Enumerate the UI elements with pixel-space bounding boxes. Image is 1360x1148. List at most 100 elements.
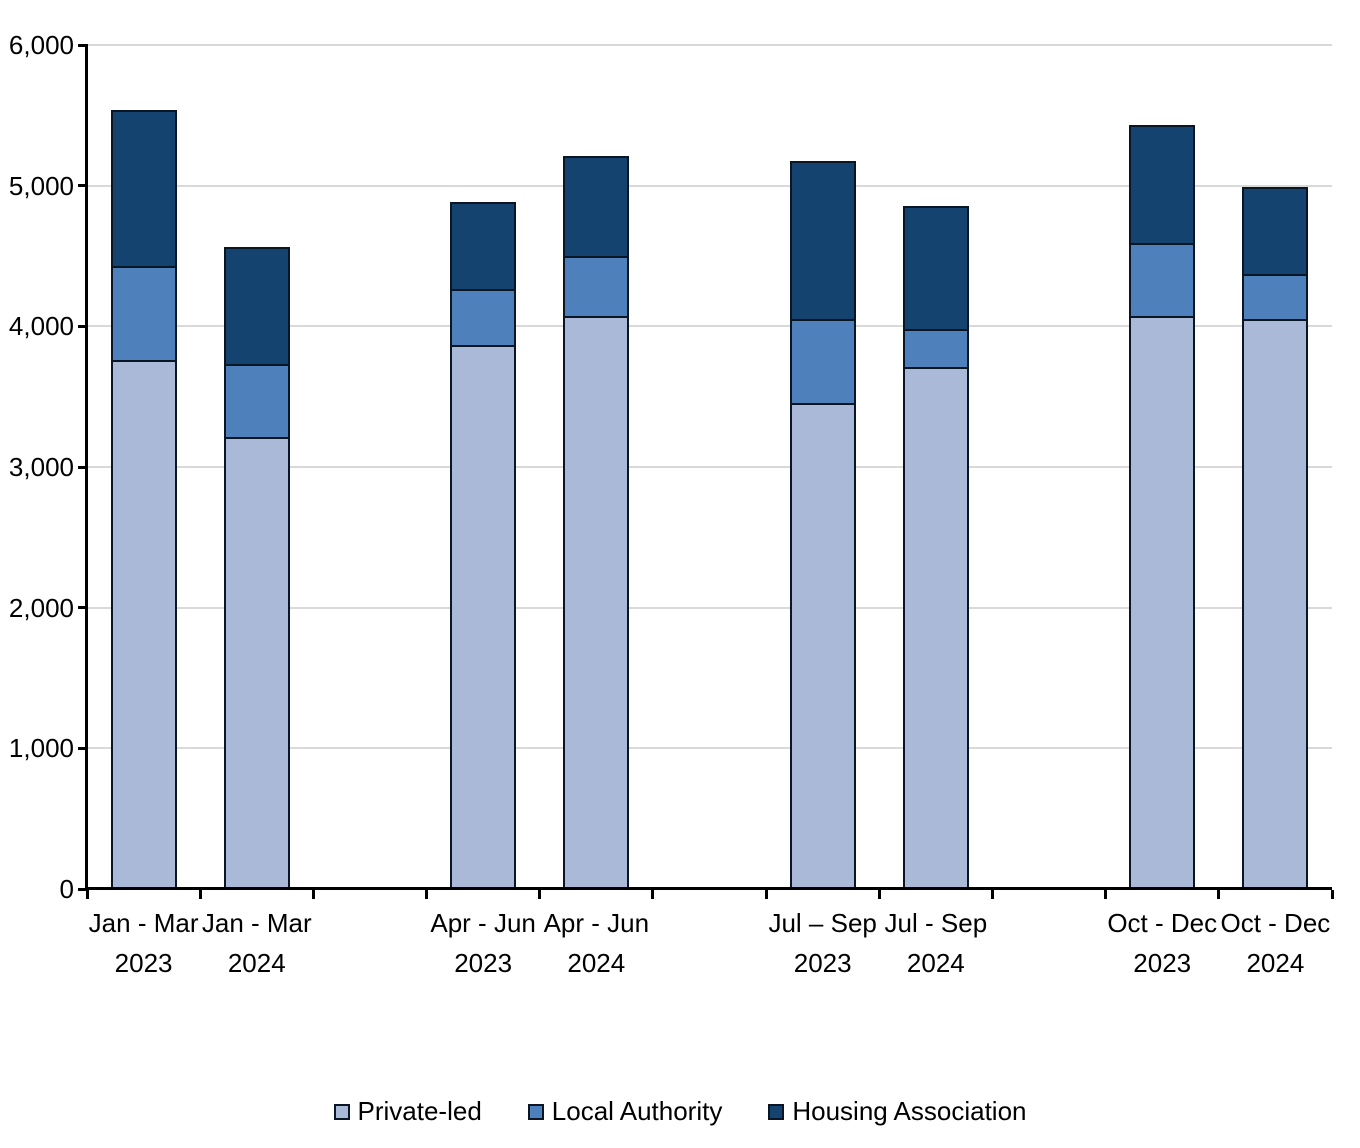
x-axis-category-label: Apr - Jun 2023 [430, 903, 536, 983]
bar-oct-dec-2023 [1129, 125, 1196, 889]
x-axis-category-label: Oct - Dec 2023 [1107, 903, 1217, 983]
x-tick [198, 890, 202, 899]
category-year-label: 2023 [793, 948, 852, 978]
bar-apr-jun-2024 [563, 156, 630, 889]
bar-jan-mar-2024 [223, 247, 290, 889]
category-quarter-label: Apr - Jun [543, 908, 650, 938]
bar-segment-local-authority [223, 364, 290, 439]
y-tick-6000 [78, 43, 87, 47]
x-axis-category-label: Jan - Mar 2024 [202, 903, 312, 983]
y-tick-3000 [78, 465, 87, 469]
category-year-label: 2024 [567, 948, 626, 978]
legend-swatch-icon [333, 1103, 350, 1120]
category-year-label: 2023 [114, 948, 173, 978]
category-quarter-label: Jul - Sep [884, 908, 988, 938]
legend-label: Local Authority [551, 1096, 723, 1126]
gridline-2000 [87, 606, 1332, 609]
y-axis-tick-label: 2,000 [8, 592, 74, 623]
legend-item-local-authority: Local Authority [527, 1096, 723, 1127]
bar-segment-housing-association [789, 161, 856, 321]
x-axis-category-label: Jan - Mar 2023 [89, 903, 199, 983]
category-quarter-label: Apr - Jun [430, 908, 536, 938]
x-axis-category-label: Apr - Jun 2024 [544, 903, 650, 983]
bar-jan-mar-2023 [110, 110, 177, 889]
category-quarter-label: Jan - Mar [88, 908, 199, 938]
x-tick [1104, 890, 1108, 899]
legend: Private-led Local Authority Housing Associ… [0, 1096, 1360, 1127]
bar-segment-local-authority [450, 289, 517, 347]
bar-segment-housing-association [223, 247, 290, 366]
gridline-6000 [87, 44, 1332, 46]
bar-segment-housing-association [110, 110, 177, 268]
legend-label: Private-led [357, 1096, 482, 1126]
x-tick [1217, 890, 1221, 899]
bar-segment-local-authority [563, 256, 630, 318]
legend-item-private-led: Private-led [333, 1096, 482, 1127]
y-tick-4000 [78, 324, 87, 328]
bar-segment-local-authority [902, 329, 969, 369]
category-year-label: 2024 [1246, 948, 1305, 978]
bar-segment-local-authority [1242, 274, 1309, 321]
x-tick [311, 890, 315, 899]
x-tick [425, 890, 429, 899]
bar-segment-private-led [223, 437, 290, 889]
x-axis-line [85, 887, 1332, 890]
x-tick [877, 890, 881, 899]
x-axis-category-label: Jul - Sep 2024 [885, 903, 988, 983]
x-tick [764, 890, 768, 899]
x-tick [1330, 890, 1334, 899]
x-axis-category-label: Jul – Sep 2023 [768, 903, 876, 983]
x-tick [85, 890, 89, 899]
bar-segment-private-led [789, 403, 856, 889]
y-axis-tick-label: 3,000 [8, 452, 74, 482]
legend-item-housing-association: Housing Association [768, 1096, 1026, 1127]
y-axis-tick-label: 1,000 [8, 733, 74, 764]
gridline-3000 [87, 466, 1332, 468]
y-axis-tick-label: 4,000 [8, 311, 74, 342]
category-year-label: 2024 [227, 948, 286, 978]
bar-segment-housing-association [563, 156, 630, 258]
x-tick [990, 890, 994, 899]
y-axis-tick-label: 6,000 [8, 30, 74, 60]
bar-segment-housing-association [1129, 125, 1196, 245]
bar-segment-housing-association [1242, 187, 1309, 276]
category-year-label: 2023 [454, 948, 513, 978]
gridline-1000 [87, 747, 1332, 750]
category-quarter-label: Jul – Sep [768, 908, 877, 938]
bar-segment-private-led [563, 316, 630, 889]
y-axis-tick-label: 5,000 [8, 170, 74, 201]
gridline-5000 [87, 184, 1332, 187]
x-tick [538, 890, 542, 899]
legend-swatch-icon [768, 1103, 785, 1120]
bar-jul-sep-2024 [902, 206, 969, 889]
bar-segment-private-led [902, 367, 969, 889]
bar-segment-private-led [110, 360, 177, 889]
category-year-label: 2023 [1133, 948, 1192, 978]
bar-segment-housing-association [450, 202, 517, 291]
category-quarter-label: Oct - Dec [1220, 908, 1331, 938]
bar-segment-housing-association [902, 206, 969, 331]
bar-segment-private-led [450, 345, 517, 889]
legend-label: Housing Association [792, 1096, 1027, 1126]
y-tick-5000 [78, 184, 87, 188]
x-tick [651, 890, 655, 899]
x-axis-category-label: Oct - Dec 2024 [1221, 903, 1331, 983]
y-tick-0 [78, 887, 87, 891]
category-quarter-label: Oct - Dec [1107, 908, 1218, 938]
bar-apr-jun-2023 [450, 202, 517, 889]
bar-segment-local-authority [789, 319, 856, 405]
category-quarter-label: Jan - Mar [201, 908, 312, 938]
y-tick-1000 [78, 746, 87, 750]
bar-jul-sep-2023 [789, 161, 856, 889]
bar-segment-private-led [1242, 319, 1309, 889]
y-tick-2000 [78, 606, 87, 610]
gridline-4000 [87, 325, 1332, 328]
category-year-label: 2024 [906, 948, 965, 978]
bar-oct-dec-2024 [1242, 187, 1309, 889]
legend-swatch-icon [527, 1103, 544, 1120]
plot-area [87, 44, 1332, 889]
bar-segment-local-authority [110, 266, 177, 362]
bar-segment-local-authority [1129, 243, 1196, 318]
bar-segment-private-led [1129, 316, 1196, 889]
